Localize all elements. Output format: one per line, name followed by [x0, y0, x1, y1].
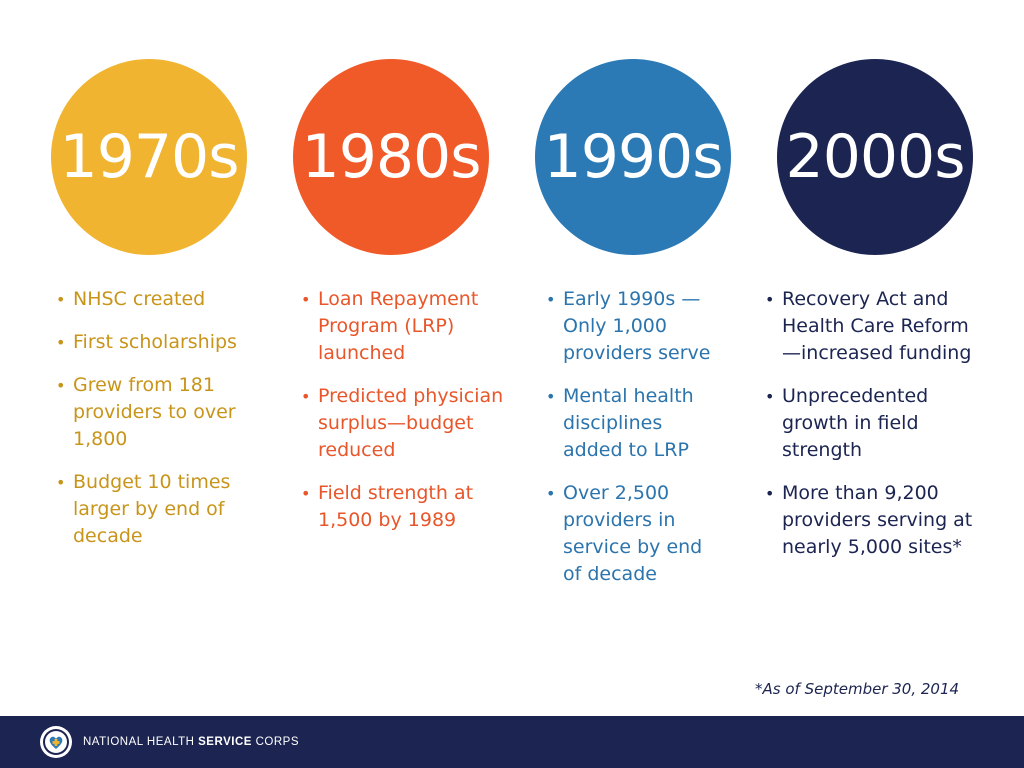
bullet-item: Loan Repayment Program (LRP) launched [298, 286, 493, 367]
bullet-item: Mental health disciplines added to LRP [543, 383, 718, 464]
decade-circle-2000s: 2000s [777, 59, 973, 255]
bullet-item: Recovery Act and Health Care Reform —inc… [762, 286, 992, 367]
bullet-item: Unprecedented growth in field strength [762, 383, 957, 464]
bullets-1990s: Early 1990s — Only 1,000 providers serve… [543, 286, 743, 604]
bullets-1980s: Loan Repayment Program (LRP) launched Pr… [298, 286, 520, 550]
bullet-item: Early 1990s — Only 1,000 providers serve [543, 286, 728, 367]
bullet-item: Budget 10 times larger by end of decade [53, 469, 248, 550]
bullet-item: Field strength at 1,500 by 1989 [298, 480, 498, 534]
decade-label: 1970s [59, 122, 240, 192]
footnote: *As of September 30, 2014 [755, 680, 960, 698]
bullet-item: NHSC created [53, 286, 258, 313]
nhsc-logo-icon [40, 726, 72, 758]
decade-circle-1990s: 1990s [535, 59, 731, 255]
decade-label: 1990s [543, 122, 724, 192]
bullets-2000s: Recovery Act and Health Care Reform —inc… [762, 286, 1002, 577]
brand-light: NATIONAL HEALTH [83, 736, 199, 748]
bullet-item: Grew from 181 providers to over 1,800 [53, 372, 238, 453]
footer-bar: NATIONAL HEALTH SERVICE CORPS [0, 716, 1024, 768]
bullet-item: First scholarships [53, 329, 258, 356]
decade-label: 2000s [785, 122, 966, 192]
decade-label: 1980s [301, 122, 482, 192]
decade-circle-1980s: 1980s [293, 59, 489, 255]
bullet-item: Predicted physician surplus—budget reduc… [298, 383, 520, 464]
bullets-1970s: NHSC created First scholarships Grew fro… [53, 286, 258, 566]
bullet-item: More than 9,200 providers serving at nea… [762, 480, 1002, 561]
brand-end: CORPS [251, 736, 300, 748]
brand-wordmark: NATIONAL HEALTH SERVICE CORPS [83, 736, 299, 748]
brand-bold: SERVICE [198, 736, 252, 748]
bullet-item: Over 2,500 providers in service by end o… [543, 480, 723, 588]
decade-circle-1970s: 1970s [51, 59, 247, 255]
